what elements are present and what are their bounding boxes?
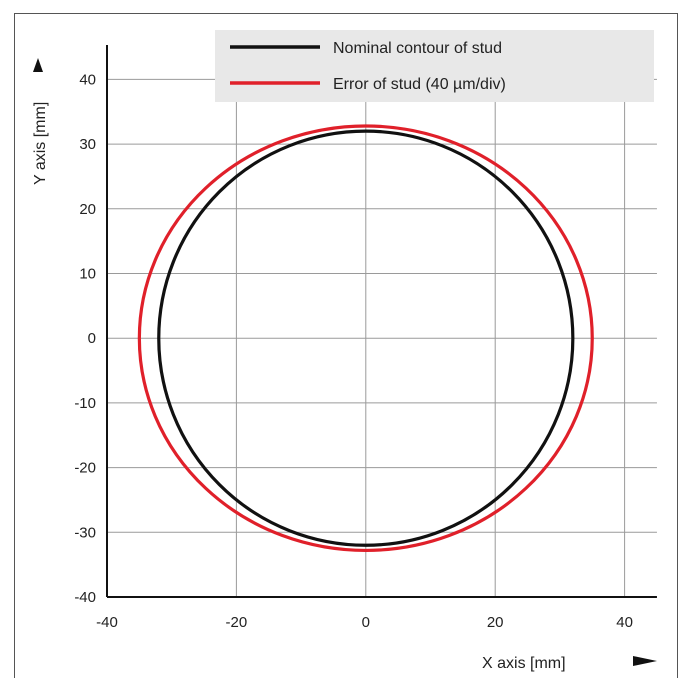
- y-axis-arrow-icon: [33, 58, 43, 72]
- x-tick-label-40: 40: [616, 614, 633, 631]
- legend-box: [215, 30, 654, 102]
- y-tick-label--10: -10: [74, 395, 96, 412]
- x-axis-arrow-icon: [633, 656, 657, 666]
- chart-frame: [14, 13, 678, 678]
- x-tick-label--20: -20: [226, 614, 248, 631]
- y-tick-label-40: 40: [79, 71, 96, 88]
- y-tick-label-20: 20: [79, 201, 96, 218]
- y-tick-label-10: 10: [79, 266, 96, 283]
- y-tick-label--30: -30: [74, 524, 96, 541]
- x-axis-label: X axis [mm]: [482, 655, 566, 672]
- grid-lines: [107, 34, 657, 597]
- series-group: [137, 124, 594, 553]
- tick-labels: -40 -20 0 20 40 -40 -30 -20 -10 0 10 20 30 40: [74, 71, 633, 631]
- legend: Nominal contour of stud Error of stud (4…: [215, 30, 654, 102]
- x-tick-label-0: 0: [362, 614, 370, 631]
- axes: [106, 45, 657, 598]
- y-tick-label-0: 0: [88, 330, 96, 347]
- legend-label-error: Error of stud (40 µm/div): [333, 76, 506, 93]
- y-tick-label-30: 30: [79, 136, 96, 153]
- y-tick-label--20: -20: [74, 460, 96, 477]
- series-error-contour: [137, 124, 594, 553]
- x-tick-label-20: 20: [487, 614, 504, 631]
- legend-label-nominal: Nominal contour of stud: [333, 40, 502, 57]
- y-tick-label--40: -40: [74, 589, 96, 606]
- series-nominal-contour: [157, 129, 575, 547]
- x-tick-label--40: -40: [96, 614, 118, 631]
- y-axis-label: Y axis [mm]: [32, 102, 49, 185]
